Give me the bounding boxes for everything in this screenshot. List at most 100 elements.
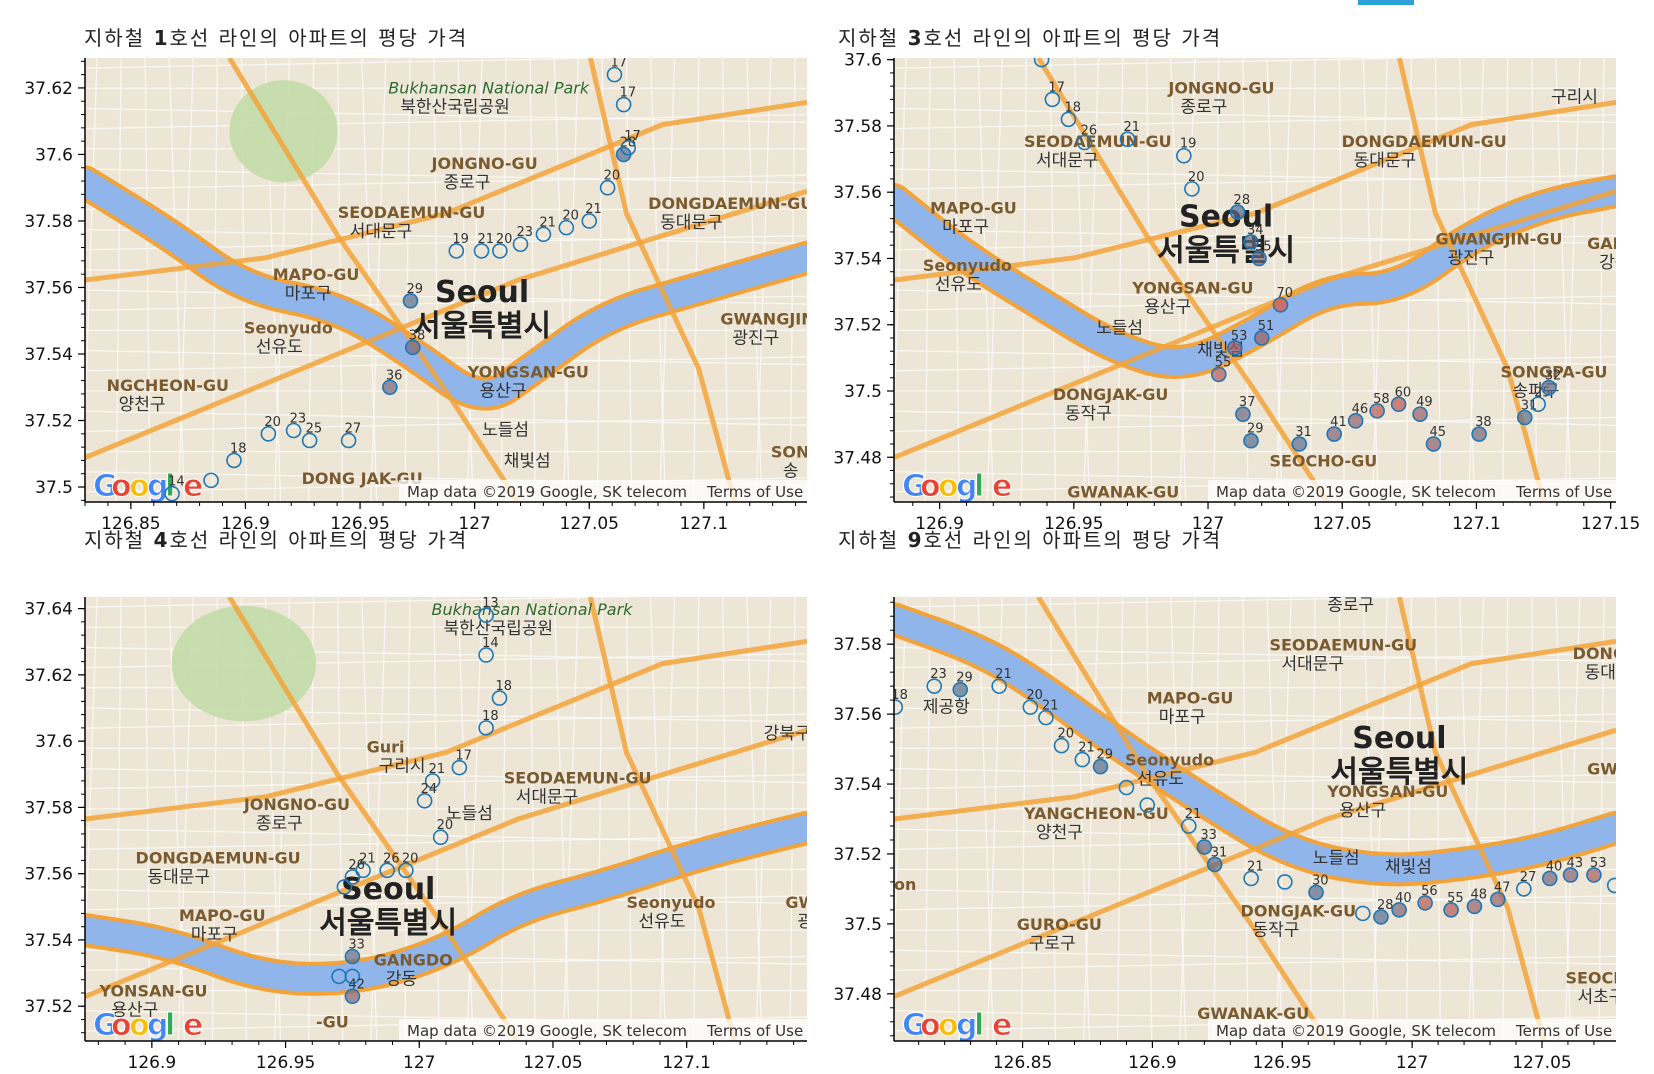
google-logo-letter: g — [147, 1008, 168, 1043]
minor-road — [1073, 58, 1091, 502]
map-label-seoul-ko: 서울특별시 — [319, 906, 457, 941]
han-river — [85, 169, 807, 407]
major-road — [85, 638, 807, 822]
data-point — [1022, 699, 1039, 715]
major-road — [587, 58, 738, 502]
data-point — [1272, 297, 1289, 313]
data-label: 21 — [1124, 120, 1141, 135]
data-point — [1053, 737, 1070, 754]
data-label: 55 — [1447, 891, 1464, 906]
google-logo-letter: g — [956, 1008, 977, 1043]
minor-road — [894, 410, 1616, 426]
map-label-en: -GU — [316, 1013, 349, 1032]
map-label-ko: 동대문구 — [1354, 151, 1417, 171]
minor-road — [789, 58, 796, 502]
data-point — [1425, 436, 1442, 452]
minor-road — [562, 58, 580, 502]
minor-road — [924, 58, 931, 502]
data-point — [1060, 111, 1077, 128]
minor-road — [1049, 597, 1057, 1041]
minor-road — [370, 58, 387, 502]
data-label: 17 — [610, 56, 627, 71]
data-point — [1229, 204, 1246, 220]
map-label-en: SEODAEMUN-GU — [504, 768, 652, 787]
map-label-en: Seonyudo — [923, 256, 1012, 275]
map-label-en: JONGNO-GU — [1167, 79, 1274, 98]
minor-road — [1555, 58, 1572, 502]
data-point — [1541, 870, 1558, 887]
map-data-attribution: Map data ©2019 Google, SK telecom — [1216, 483, 1496, 501]
terms-of-use-link: Terms of Use — [706, 1022, 803, 1040]
google-logo-letter: o — [129, 469, 150, 504]
map-label-en: DONGJAK-GU — [1241, 902, 1357, 921]
data-point — [448, 243, 465, 259]
minor-road — [404, 58, 411, 502]
y-tick-label: 37.5 — [844, 915, 882, 935]
data-label: 45 — [1429, 425, 1446, 440]
map-label-ko: 동대문구 — [660, 213, 723, 233]
data-point — [344, 988, 361, 1005]
minor-road — [85, 895, 807, 911]
data-point — [344, 948, 361, 965]
data-point — [926, 678, 943, 694]
x-tick-label: 126.95 — [1253, 1053, 1312, 1073]
major-road — [894, 638, 1616, 822]
map-label-ko: 구로구 — [1029, 934, 1076, 954]
minor-road — [894, 949, 1616, 965]
data-label: 31 — [1295, 425, 1312, 440]
data-label: 17 — [455, 749, 472, 764]
minor-road — [144, 58, 151, 502]
map-label-ko: 동작구 — [1065, 404, 1112, 424]
data-point — [1074, 751, 1091, 768]
y-tick-label: 37.48 — [833, 985, 882, 1005]
minor-road — [1116, 597, 1124, 1041]
google-logo-letter: o — [129, 1008, 150, 1043]
data-point — [581, 213, 598, 229]
minor-road — [115, 597, 122, 1041]
chart-title: 지하철 1호선 라인의 아파트의 평당 가격 — [84, 26, 469, 50]
data-label: 20 — [1058, 727, 1075, 742]
data-label: 49 — [1416, 395, 1433, 410]
x-tick-label: 127.05 — [560, 514, 619, 534]
map-label-en: DONGDAEMUN-GU — [136, 848, 301, 867]
google-logo-letter: o — [938, 469, 959, 504]
data-label: 23 — [516, 225, 533, 240]
minor-road — [953, 597, 960, 1041]
map-label-ko: 선유도 — [1137, 770, 1184, 790]
google-logo-letter: l — [974, 1008, 984, 1043]
data-label: 26 — [348, 858, 365, 873]
map-label-seoul-en: Seoul — [1179, 200, 1273, 235]
map-label-en: SEODAEMUN-GU — [1024, 132, 1172, 151]
map-label-ko: 구리시 — [379, 756, 426, 776]
map-label-ko: 북한산국립공원 — [444, 619, 553, 639]
x-tick-label: 126.85 — [101, 514, 160, 534]
data-point — [491, 690, 508, 706]
google-logo-letter: l — [165, 469, 175, 504]
chart-title: 지하철 9호선 라인의 아파트의 평당 가격 — [838, 528, 1223, 552]
google-logo-letter: e — [183, 469, 203, 504]
data-point — [1291, 436, 1308, 452]
data-point — [1139, 797, 1156, 813]
data-label: 20 — [604, 169, 621, 184]
minor-road — [1405, 597, 1413, 1041]
data-point — [1466, 898, 1483, 915]
map-label-ko: 용산구 — [1144, 297, 1191, 317]
data-label: 56 — [1421, 884, 1438, 899]
map-label-ko: 광진구 — [732, 328, 779, 348]
data-point — [1076, 134, 1093, 151]
map-label-en: Bukhansan National Park — [388, 79, 590, 98]
data-point — [1196, 839, 1213, 855]
data-label: 19 — [452, 232, 469, 247]
map-label-en: GANGDO — [374, 951, 453, 970]
minor-road — [894, 356, 1616, 372]
x-tick-label: 127.1 — [1452, 514, 1501, 534]
minor-road — [894, 113, 1616, 130]
map-label-ko: 양천구 — [119, 395, 166, 415]
map-label-ko: 노들섬 — [1096, 318, 1143, 338]
x-tick-label: 127.05 — [523, 1053, 582, 1073]
data-point — [991, 678, 1007, 694]
google-logo-letter: e — [183, 1008, 203, 1043]
